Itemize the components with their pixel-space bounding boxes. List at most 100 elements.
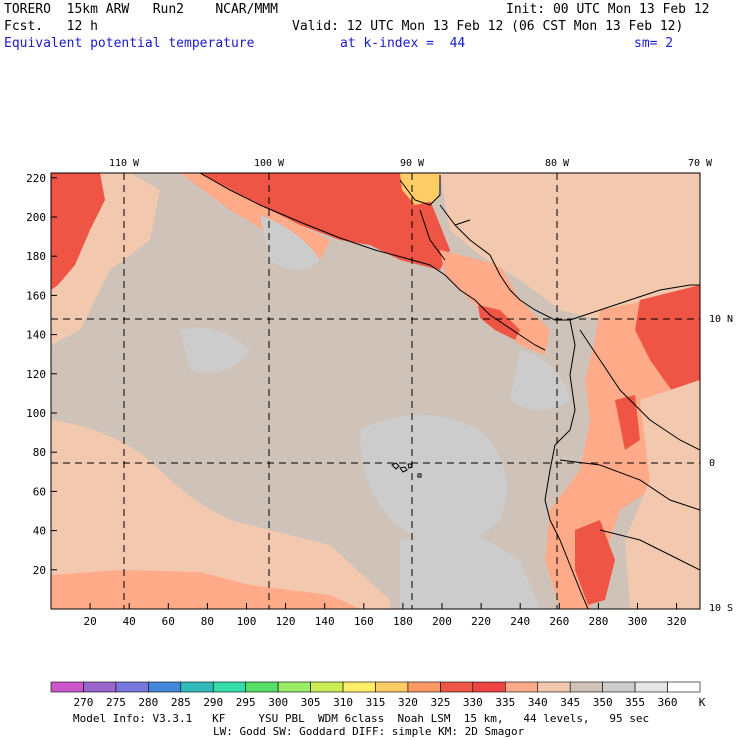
color-bar-swatch xyxy=(602,681,636,693)
lon-label: 110 W xyxy=(109,158,140,169)
field-gray-3 xyxy=(260,215,320,270)
x-tick-label: 80 xyxy=(201,615,214,628)
coast-southam-west xyxy=(544,319,589,609)
field-mexico-red xyxy=(200,173,450,270)
y-tick-label: 180 xyxy=(26,250,46,263)
x-tick-label: 100 xyxy=(237,615,257,628)
valid-time: Valid: 12 UTC Mon 13 Feb 12 (06 CST Mon … xyxy=(292,19,684,34)
field-gray-5 xyxy=(510,350,570,410)
color-bar-label: 360 xyxy=(658,696,678,709)
x-tick-label: 200 xyxy=(432,615,452,628)
color-bar-swatch xyxy=(212,681,247,693)
x-tick-label: 120 xyxy=(276,615,296,628)
init-time: Init: 00 UTC Mon 13 Feb 12 xyxy=(506,2,710,17)
smoothing-info: sm= 2 xyxy=(634,36,674,51)
color-bar-swatch xyxy=(115,681,149,693)
y-tick-label: 120 xyxy=(26,368,46,381)
x-tick-label: 260 xyxy=(549,615,569,628)
color-bar-label: 275 xyxy=(106,696,126,709)
color-bar-swatch xyxy=(504,681,539,693)
color-bar-label: 310 xyxy=(333,696,353,709)
color-bar-label: 305 xyxy=(301,696,321,709)
color-bar-labels: 270 275 280 285 290 295 300 305 310 315 320 325 330 3… xyxy=(74,696,706,709)
x-tick-marks xyxy=(89,603,678,609)
x-tick-label: 280 xyxy=(588,615,608,628)
color-bar-label: 325 xyxy=(430,696,450,709)
field-gray-2 xyxy=(400,530,540,609)
color-bar-label: 270 xyxy=(74,696,94,709)
color-bar-label: 330 xyxy=(463,696,483,709)
x-tick-label: 160 xyxy=(354,615,374,628)
color-bar-swatch xyxy=(310,681,344,693)
plot-frame xyxy=(50,172,701,610)
color-bar-label: 280 xyxy=(138,696,158,709)
border-countries xyxy=(419,209,700,571)
color-bar-label: 295 xyxy=(236,696,256,709)
latitude-labels: 10 N 0 10 S xyxy=(709,314,733,614)
color-bar-swatch xyxy=(342,681,376,693)
color-bar-label: 335 xyxy=(495,696,515,709)
y-tick-label: 220 xyxy=(26,172,46,185)
x-tick-label: 320 xyxy=(667,615,687,628)
y-tick-label: 140 xyxy=(26,329,46,342)
color-bar-label: 320 xyxy=(398,696,418,709)
color-bar xyxy=(50,681,701,693)
y-tick-label: 200 xyxy=(26,211,46,224)
color-bar-swatch xyxy=(634,681,668,693)
color-bar-unit: K xyxy=(699,696,706,709)
graticule xyxy=(51,173,700,609)
field-sw-peach xyxy=(51,420,390,609)
x-tick-label: 300 xyxy=(628,615,648,628)
coastlines xyxy=(199,173,700,609)
forecast-hour: Fcst. 12 h xyxy=(4,19,98,34)
color-bar-swatch xyxy=(440,681,474,693)
field-centralam-salmon xyxy=(440,250,550,355)
y-tick-label: 80 xyxy=(33,446,46,459)
x-tick-label: 60 xyxy=(162,615,175,628)
model-info-line2: LW: Godd SW: Goddard DIFF: simple KM: 2D… xyxy=(213,725,525,738)
model-title: TORERO 15km ARW Run2 NCAR/MMM xyxy=(4,2,278,17)
field-peru-red xyxy=(575,520,615,605)
x-tick-label: 220 xyxy=(471,615,491,628)
x-tick-label: 20 xyxy=(83,615,96,628)
color-bar-swatch xyxy=(667,681,701,693)
galapagos xyxy=(391,462,422,478)
color-bar-swatch xyxy=(50,681,84,693)
color-bar-swatch xyxy=(472,681,506,693)
lat-label: 10 N xyxy=(709,314,733,325)
color-bar-label: 355 xyxy=(625,696,645,709)
y-tick-label: 160 xyxy=(26,289,46,302)
coast-caribbean-centralam xyxy=(439,204,570,321)
lon-label: 70 W xyxy=(688,158,713,169)
x-tick-label: 240 xyxy=(510,615,530,628)
field-yucatan-orange xyxy=(400,173,440,205)
color-bar-swatch xyxy=(375,681,409,693)
color-bar-swatch xyxy=(148,681,182,693)
x-tick-label: 40 xyxy=(123,615,136,628)
y-tick-labels: 20 40 60 80 100 120 140 160 180 200 220 xyxy=(26,172,46,577)
field-nw-red xyxy=(51,173,105,290)
color-bar-label: 350 xyxy=(593,696,613,709)
color-bar-swatch xyxy=(569,681,603,693)
level-info: at k-index = 44 xyxy=(340,36,466,51)
lat-label: 0 xyxy=(709,458,715,469)
lat-label: 10 S xyxy=(709,603,733,614)
field-andes-red xyxy=(615,395,640,450)
color-bar-label: 290 xyxy=(203,696,223,709)
coast-mexico xyxy=(199,173,546,351)
field-caribbean-peach xyxy=(440,173,700,320)
field-gray-4 xyxy=(180,327,250,373)
y-tick-label: 40 xyxy=(33,525,46,538)
x-tick-label: 140 xyxy=(315,615,335,628)
field-colombia-red xyxy=(635,285,700,395)
coast-southam-north xyxy=(569,284,700,321)
color-bar-swatch xyxy=(537,681,571,693)
y-tick-marks xyxy=(51,177,57,571)
color-bar-swatch xyxy=(277,681,311,693)
lon-label: 90 W xyxy=(400,158,425,169)
lon-label: 100 W xyxy=(254,158,285,169)
lon-label: 80 W xyxy=(545,158,570,169)
x-tick-labels: 20 40 60 80 100 120 140 160 180 200 220 240 260 280 30… xyxy=(83,615,686,628)
color-bar-label: 345 xyxy=(560,696,580,709)
